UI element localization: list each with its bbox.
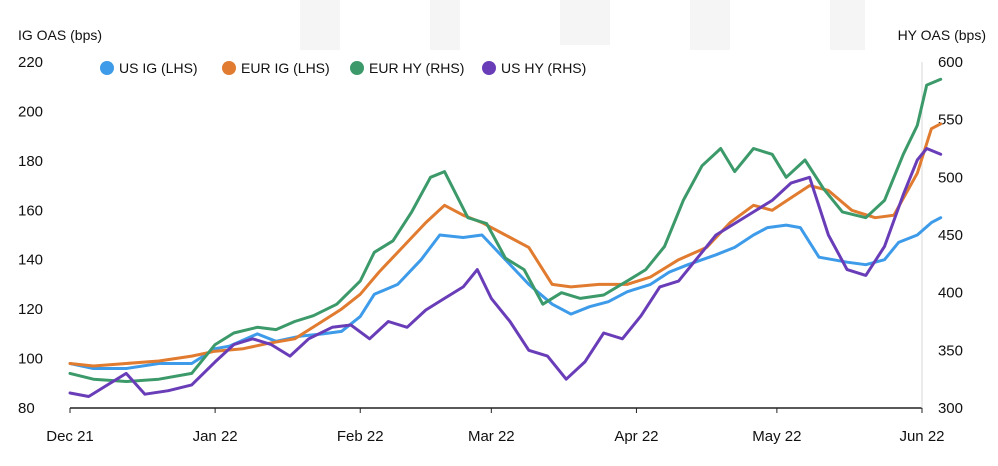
legend-label-eur-ig-lhs: EUR IG (LHS) [241,60,330,76]
x-tick-label: Jun 22 [899,428,944,445]
right-axis-ticks: 300 350 400 450 500 550 600 [938,54,963,417]
right-tick-label: 300 [938,400,963,417]
right-tick-label: 350 [938,342,963,359]
chart-legend: US IG (LHS) EUR IG (LHS) EUR HY (RHS) US HY… [100,60,586,76]
legend-marker-eur-hy-rhs [350,61,364,75]
left-tick-label: 180 [18,153,43,170]
x-tick-label: Apr 22 [614,428,658,445]
left-tick-label: 120 [18,301,43,318]
series-lines [68,77,943,398]
left-tick-label: 160 [18,202,43,219]
series-line-us-ig-lhs [68,216,943,370]
left-tick-label: 80 [18,400,35,417]
legend-marker-us-hy-rhs [482,61,496,75]
legend-label-us-hy-rhs: US HY (RHS) [501,60,586,76]
legend-label-us-ig-lhs: US IG (LHS) [119,60,198,76]
x-axis-ticks: Dec 21 Jan 22 Feb 22 Mar 22 Apr 22 May 22 Jun … [46,408,945,445]
series-line-us-hy-rhs [68,147,943,398]
x-tick-label: Feb 22 [337,428,384,445]
left-axis-title: IG OAS (bps) [18,27,102,43]
x-tick-label: May 22 [752,428,801,445]
left-axis-ticks: 80 100 120 140 160 180 200 220 [18,54,43,417]
right-tick-label: 400 [938,285,963,302]
right-tick-label: 550 [938,112,963,129]
left-tick-label: 140 [18,252,43,269]
legend-label-eur-hy-rhs: EUR HY (RHS) [369,60,464,76]
series-line-eur-hy-rhs [68,77,943,383]
right-tick-label: 500 [938,169,963,186]
left-tick-label: 100 [18,351,43,368]
legend-marker-eur-ig-lhs [222,61,236,75]
right-tick-label: 600 [938,54,963,71]
right-tick-label: 450 [938,227,963,244]
left-tick-label: 220 [18,54,43,71]
x-tick-label: Dec 21 [46,428,94,445]
left-tick-label: 200 [18,103,43,120]
legend-marker-us-ig-lhs [100,61,114,75]
x-tick-label: Jan 22 [193,428,238,445]
x-tick-label: Mar 22 [468,428,515,445]
right-axis-title: HY OAS (bps) [898,27,986,43]
watermark [300,0,865,50]
